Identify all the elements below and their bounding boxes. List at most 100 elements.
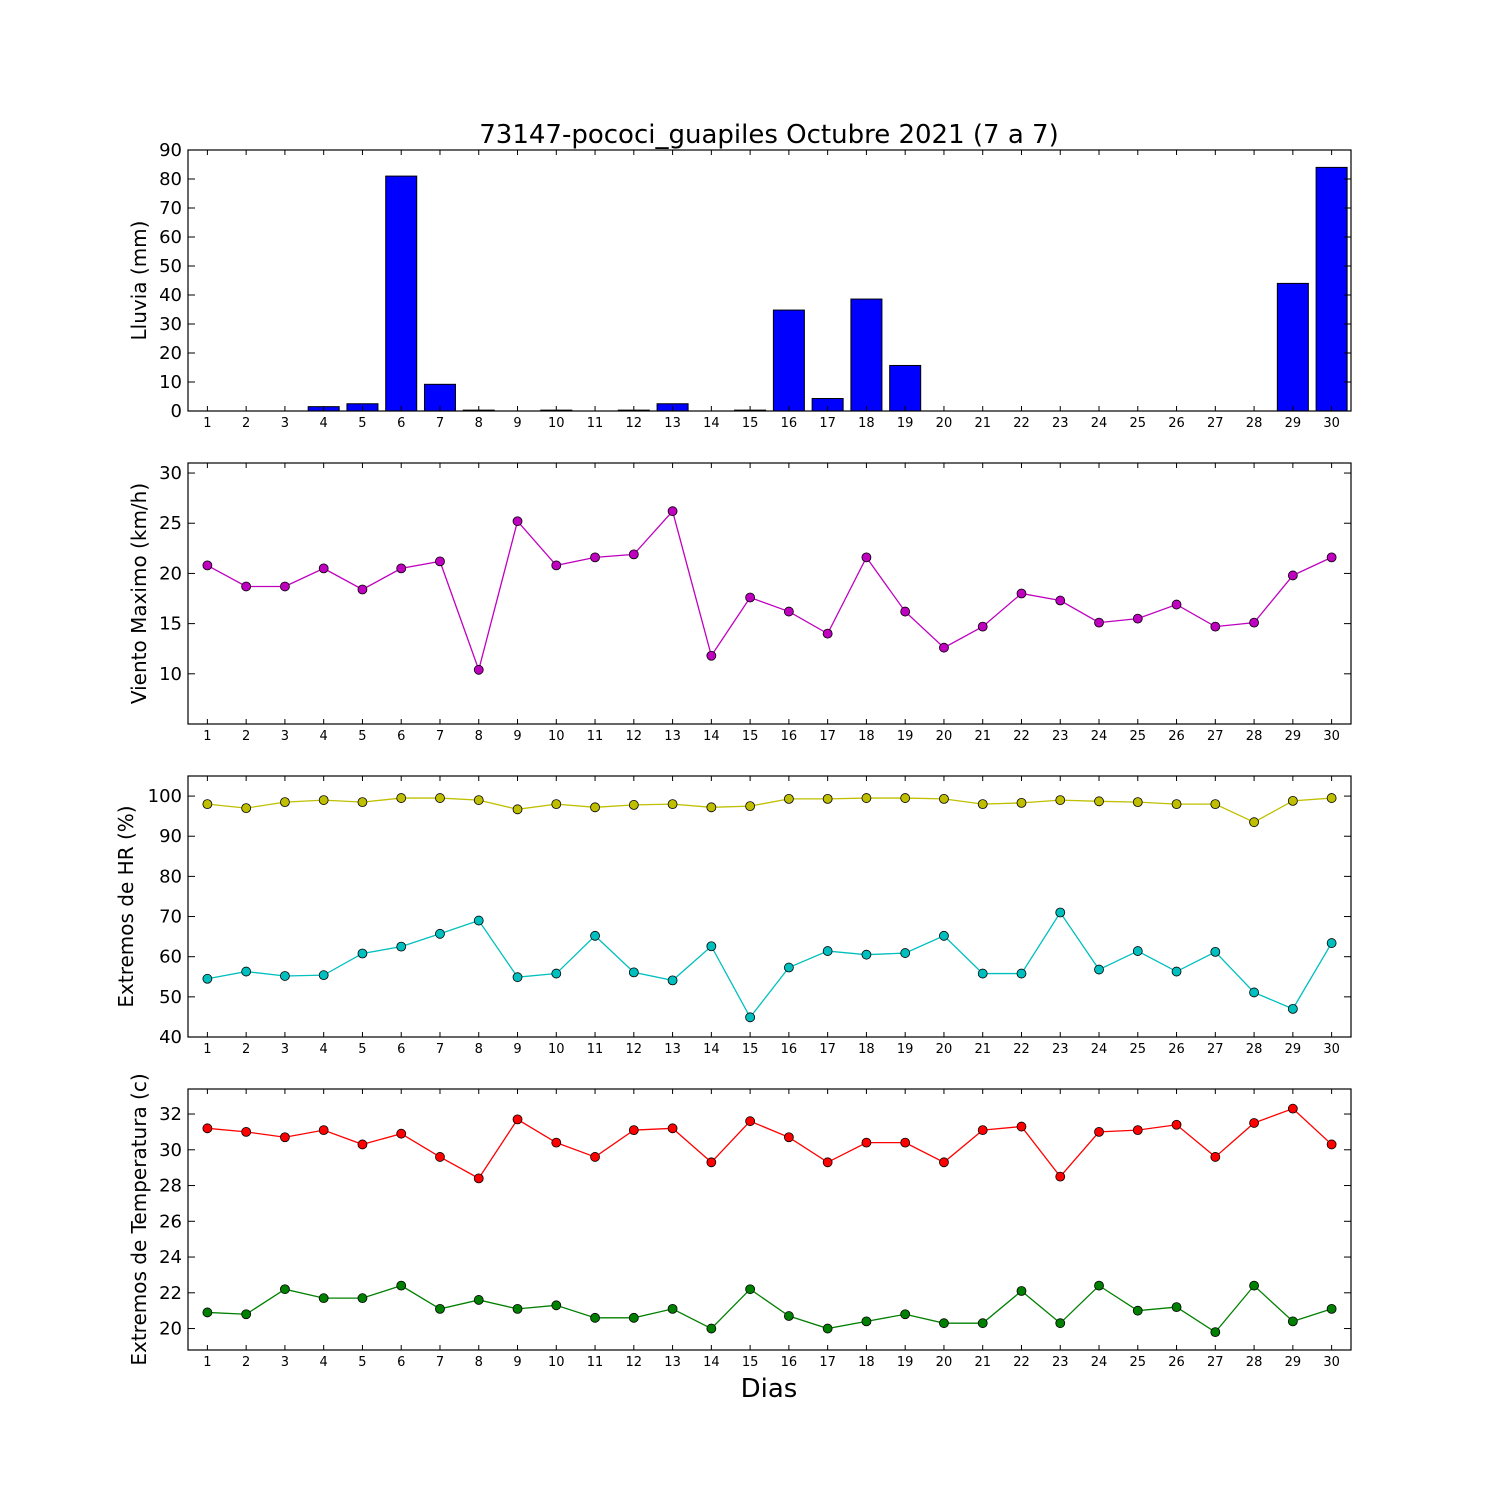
series-2-point-day-22 [1016, 1286, 1027, 1296]
x-tick-label: 4 [320, 416, 328, 431]
x-tick-label: 22 [1013, 1042, 1030, 1057]
x-tick-label: 30 [1323, 1042, 1340, 1057]
series-1-point-day-14 [706, 1157, 717, 1168]
series-line-2 [207, 1284, 1332, 1333]
x-tick-label: 10 [548, 1042, 565, 1057]
y-tick-label: 30 [159, 314, 182, 335]
y-tick-label: 70 [159, 907, 182, 928]
x-tick-label: 2 [242, 729, 250, 744]
x-tick-label: 22 [1013, 1355, 1030, 1370]
x-tick-label: 1 [203, 729, 211, 744]
series-2-point-day-2 [241, 1309, 252, 1320]
x-tick-label: 27 [1207, 729, 1224, 744]
series-1-point-day-15 [745, 1116, 756, 1127]
series-2-point-day-15 [745, 1284, 756, 1295]
x-tick-label: 14 [703, 416, 720, 431]
series-1-point-day-11 [590, 552, 600, 563]
series-1-point-day-26 [1171, 799, 1182, 810]
x-tick-label: 22 [1013, 416, 1030, 431]
series-1-point-day-22 [1016, 588, 1027, 599]
series-1-point-day-8 [473, 1173, 484, 1184]
y-tick-label: 40 [159, 285, 182, 306]
x-tick-label: 17 [819, 729, 836, 744]
x-tick-label: 7 [436, 729, 444, 744]
series-1-point-day-20 [939, 1157, 949, 1168]
x-tick-label: 27 [1207, 1355, 1224, 1370]
series-1-point-day-3 [280, 1132, 290, 1143]
series-1-point-day-25 [1132, 797, 1143, 807]
series-1-point-day-23 [1055, 1171, 1066, 1182]
y-tick-label: 26 [159, 1211, 182, 1232]
series-1-point-day-7 [435, 1152, 445, 1162]
y-tick-label: 0 [171, 401, 182, 422]
x-tick-label: 27 [1207, 1042, 1224, 1057]
x-tick-label: 28 [1246, 729, 1263, 744]
series-line-2 [207, 911, 1333, 1019]
series-2-point-day-12 [628, 1312, 639, 1323]
series-1-point-day-5 [357, 797, 368, 807]
y-axis-label: Lluvia (mm) [127, 221, 151, 341]
series-1-point-day-6 [396, 563, 407, 574]
series-1-point-day-8 [473, 795, 484, 805]
series-2-point-day-3 [280, 971, 290, 981]
series-2-point-day-10 [551, 968, 562, 979]
series-2-point-day-25 [1132, 946, 1143, 956]
x-tick-label: 3 [281, 1355, 289, 1370]
x-tick-label: 8 [475, 416, 483, 431]
series-1-point-day-27 [1210, 1152, 1221, 1162]
plot-frame [187, 1088, 1352, 1351]
x-tick-label: 11 [587, 1355, 604, 1370]
x-tick-label: 15 [742, 1355, 759, 1370]
series-1-point-day-3 [280, 581, 290, 592]
x-tick-label: 2 [242, 1355, 250, 1370]
series-1-point-day-28 [1249, 817, 1259, 828]
series-1-point-day-2 [241, 1127, 252, 1137]
x-tick-label: 25 [1130, 1042, 1147, 1057]
x-tick-label: 13 [664, 729, 681, 744]
series-2-point-day-16 [783, 1311, 794, 1321]
series-2-point-day-7 [435, 1303, 445, 1314]
series-2-point-day-30 [1326, 938, 1337, 948]
x-tick-label: 24 [1091, 1042, 1108, 1057]
series-2-point-day-8 [473, 915, 484, 926]
bar-day-30 [1315, 166, 1348, 412]
y-axis-label: Extremos de Temperatura (c) [127, 1073, 151, 1365]
y-tick-label: 100 [148, 786, 182, 807]
series-1-point-day-23 [1055, 595, 1066, 606]
series-1-point-day-22 [1016, 1121, 1027, 1132]
series-2-point-day-11 [590, 930, 600, 941]
series-2-point-day-14 [706, 1323, 717, 1334]
x-tick-label: 30 [1323, 1355, 1340, 1370]
series-1-point-day-17 [822, 793, 833, 804]
series-1-point-day-16 [783, 606, 794, 617]
series-2-point-day-21 [977, 968, 988, 979]
x-tick-label: 16 [781, 416, 798, 431]
series-1-point-day-25 [1132, 613, 1143, 624]
series-2-point-day-28 [1249, 987, 1259, 998]
series-1-point-day-29 [1287, 1103, 1298, 1114]
series-line-1 [207, 797, 1332, 823]
y-tick-label: 20 [159, 343, 182, 364]
x-tick-label: 25 [1130, 729, 1147, 744]
x-tick-label: 1 [203, 1042, 211, 1057]
series-1-point-day-24 [1094, 1127, 1104, 1137]
y-tick-label: 40 [159, 1027, 182, 1048]
series-1-point-day-26 [1171, 1119, 1182, 1130]
series-1-point-day-26 [1171, 599, 1182, 610]
y-tick-label: 10 [159, 664, 182, 685]
x-tick-label: 1 [203, 1355, 211, 1370]
x-tick-label: 21 [974, 729, 991, 744]
series-1-point-day-25 [1132, 1125, 1143, 1136]
series-1-point-day-9 [512, 1114, 523, 1125]
x-tick-label: 17 [819, 416, 836, 431]
series-2-point-day-27 [1210, 946, 1221, 957]
x-tick-label: 10 [548, 1355, 565, 1370]
x-tick-label: 9 [513, 416, 521, 431]
x-tick-label: 22 [1013, 729, 1030, 744]
y-tick-label: 60 [159, 227, 182, 248]
x-tick-label: 24 [1091, 1355, 1108, 1370]
